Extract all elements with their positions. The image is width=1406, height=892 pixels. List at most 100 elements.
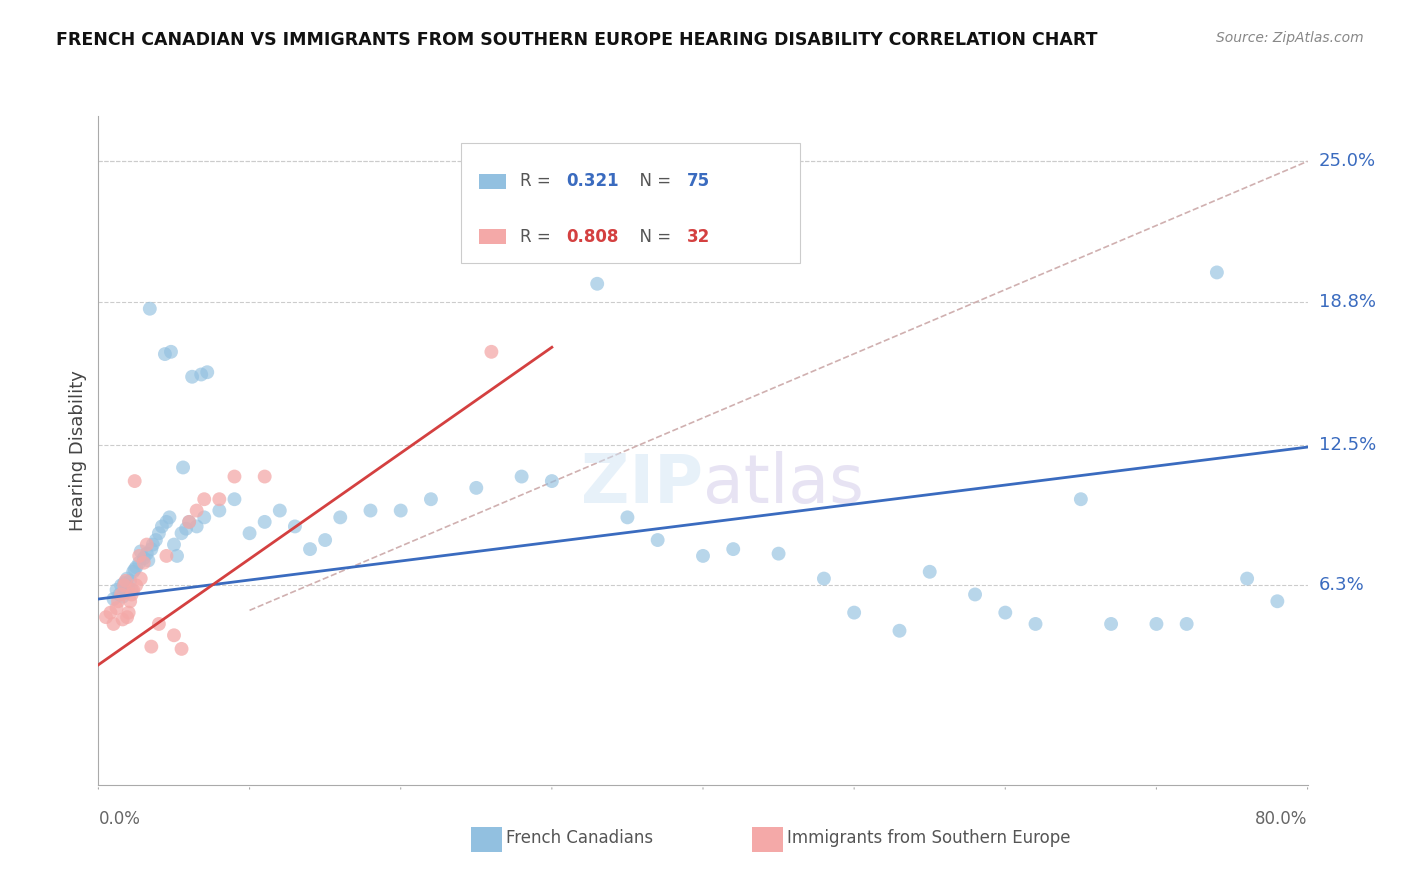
- Point: [208, 492, 231, 507]
- Point: [177, 515, 201, 529]
- Point: [465, 481, 488, 495]
- Point: [135, 538, 157, 552]
- Point: [129, 544, 152, 558]
- Point: [118, 581, 141, 595]
- Text: 12.5%: 12.5%: [1319, 436, 1376, 454]
- Point: [844, 606, 866, 620]
- Point: [163, 628, 186, 642]
- Point: [1144, 616, 1167, 631]
- Point: [111, 590, 134, 604]
- Text: R =: R =: [520, 172, 557, 190]
- Point: [253, 469, 276, 483]
- Point: [1265, 594, 1288, 608]
- Point: [918, 565, 941, 579]
- Point: [122, 565, 145, 579]
- Point: [145, 533, 167, 547]
- Text: N =: N =: [630, 227, 676, 245]
- Point: [100, 606, 122, 620]
- Point: [360, 503, 382, 517]
- Point: [1175, 616, 1198, 631]
- Point: [889, 624, 911, 638]
- Point: [94, 610, 117, 624]
- Point: [136, 553, 159, 567]
- Point: [163, 538, 186, 552]
- Point: [132, 551, 155, 566]
- Point: [166, 549, 188, 563]
- Point: [114, 585, 136, 599]
- Point: [170, 641, 193, 656]
- Point: [139, 301, 162, 316]
- Text: 0.808: 0.808: [567, 227, 619, 245]
- Text: N =: N =: [630, 172, 676, 190]
- Point: [148, 616, 170, 631]
- Point: [586, 277, 609, 291]
- Point: [768, 547, 790, 561]
- Point: [150, 519, 173, 533]
- Point: [111, 612, 134, 626]
- Point: [314, 533, 336, 547]
- Point: [616, 510, 638, 524]
- Point: [224, 492, 246, 507]
- Point: [141, 640, 163, 654]
- Point: [177, 515, 201, 529]
- Point: [647, 533, 669, 547]
- Point: [160, 344, 183, 359]
- Point: [121, 582, 143, 597]
- Point: [253, 515, 276, 529]
- Point: [813, 572, 835, 586]
- Text: 32: 32: [688, 227, 710, 245]
- Point: [132, 556, 155, 570]
- Point: [114, 574, 136, 588]
- Text: R =: R =: [520, 227, 557, 245]
- Point: [186, 503, 208, 517]
- Point: [721, 542, 744, 557]
- Point: [269, 503, 291, 517]
- Point: [419, 492, 441, 507]
- Point: [115, 572, 138, 586]
- Point: [1206, 265, 1229, 279]
- Point: [1024, 616, 1046, 631]
- Point: [122, 582, 145, 597]
- Point: [112, 578, 135, 592]
- Point: [125, 578, 148, 592]
- Text: ZIP: ZIP: [581, 451, 703, 516]
- FancyBboxPatch shape: [461, 143, 800, 263]
- Point: [135, 547, 157, 561]
- Point: [112, 576, 135, 591]
- Point: [1236, 572, 1258, 586]
- Point: [159, 510, 181, 524]
- Point: [299, 542, 322, 557]
- Point: [121, 587, 143, 601]
- Point: [155, 549, 177, 563]
- Point: [1070, 492, 1092, 507]
- Point: [172, 460, 194, 475]
- Text: 0.321: 0.321: [567, 172, 619, 190]
- Text: 6.3%: 6.3%: [1319, 576, 1364, 594]
- Text: 75: 75: [688, 172, 710, 190]
- Point: [129, 572, 152, 586]
- Point: [1099, 616, 1122, 631]
- Point: [208, 503, 231, 517]
- Point: [124, 562, 146, 576]
- Text: 25.0%: 25.0%: [1319, 153, 1376, 170]
- FancyBboxPatch shape: [479, 229, 506, 244]
- Point: [329, 510, 352, 524]
- Point: [389, 503, 412, 517]
- Text: atlas: atlas: [703, 451, 863, 516]
- Point: [190, 368, 212, 382]
- Point: [115, 610, 138, 624]
- Point: [181, 369, 204, 384]
- Text: French Canadians: French Canadians: [506, 830, 654, 847]
- Point: [224, 469, 246, 483]
- Point: [141, 542, 163, 557]
- Point: [540, 474, 562, 488]
- Y-axis label: Hearing Disability: Hearing Disability: [69, 370, 87, 531]
- Point: [107, 594, 129, 608]
- Point: [105, 582, 128, 597]
- Point: [105, 601, 128, 615]
- Point: [965, 587, 987, 601]
- Point: [110, 587, 132, 601]
- Text: 80.0%: 80.0%: [1256, 810, 1308, 828]
- Point: [692, 549, 714, 563]
- Point: [170, 526, 193, 541]
